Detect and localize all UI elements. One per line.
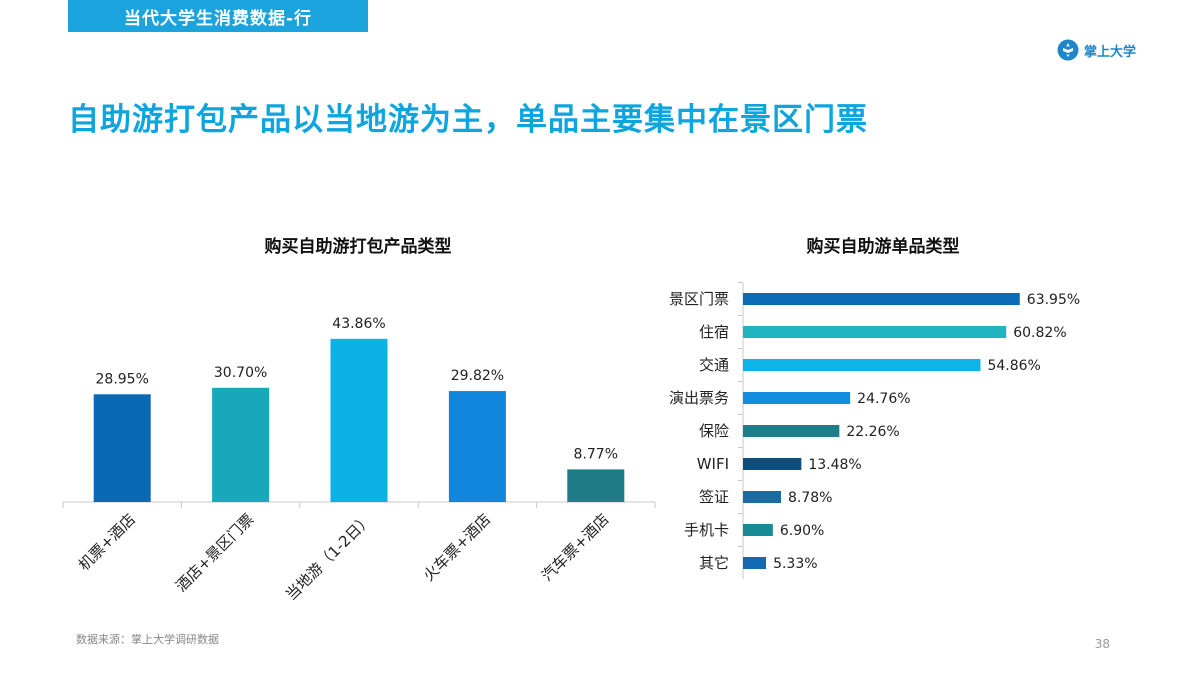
left-chart-title: 购买自助游打包产品类型 xyxy=(264,237,452,257)
bar xyxy=(212,387,270,502)
data-label: 24.76% xyxy=(857,391,910,407)
data-label: 5.33% xyxy=(773,556,817,572)
bar xyxy=(743,557,767,569)
page-title: 自助游打包产品以当地游为主，单品主要集中在景区门票 xyxy=(68,102,868,138)
data-label: 22.26% xyxy=(846,424,899,440)
y-tick-label: WIFI xyxy=(697,455,729,473)
brand-logo[interactable]: 掌上大学 xyxy=(1057,38,1136,62)
bar xyxy=(93,394,151,502)
bar xyxy=(448,391,506,502)
data-label: 30.70% xyxy=(214,365,267,381)
bar xyxy=(743,326,1007,338)
bar xyxy=(743,392,851,404)
data-label: 8.77% xyxy=(574,446,618,462)
single-product-bar-chart: 63.95% 景区门票 60.82% 住宿 54.86% 交通 24.76% 演出票务 22.2… xyxy=(669,282,1080,579)
right-chart-title: 购买自助游单品类型 xyxy=(806,237,960,257)
bar xyxy=(743,425,840,437)
y-tick-label: 交通 xyxy=(699,356,729,374)
data-label: 54.86% xyxy=(987,358,1040,374)
brand-icon xyxy=(1057,39,1079,61)
data-label: 13.48% xyxy=(808,457,861,473)
y-tick-label: 其它 xyxy=(699,554,729,572)
data-label: 6.90% xyxy=(780,523,824,539)
bar xyxy=(743,359,981,371)
data-label: 29.82% xyxy=(451,368,504,384)
y-tick-label: 保险 xyxy=(699,422,729,440)
package-product-bar-chart: 28.95%机票+酒店30.70%酒店+景区门票43.86%当地游（1-2日）2… xyxy=(62,316,656,604)
y-tick-label: 签证 xyxy=(699,488,729,506)
bar xyxy=(743,458,802,470)
y-tick-label: 演出票务 xyxy=(669,389,729,407)
bar xyxy=(330,338,388,502)
data-label: 43.86% xyxy=(332,316,385,332)
bar xyxy=(743,293,1020,305)
brand-name: 掌上大学 xyxy=(1084,44,1137,60)
data-label: 8.78% xyxy=(788,490,832,506)
data-label: 60.82% xyxy=(1013,325,1066,341)
section-tag: 当代大学生消费数据-行 xyxy=(68,0,368,32)
y-tick-label: 景区门票 xyxy=(669,290,729,308)
y-tick-label: 住宿 xyxy=(699,323,729,341)
page-number: 38 xyxy=(1094,637,1110,651)
data-label: 28.95% xyxy=(96,371,149,387)
bar xyxy=(567,469,625,502)
bar xyxy=(743,524,773,536)
y-tick-label: 手机卡 xyxy=(684,521,729,539)
data-source-note: 数据来源：掌上大学调研数据 xyxy=(76,633,219,646)
data-label: 63.95% xyxy=(1027,292,1080,308)
bar xyxy=(743,491,782,503)
